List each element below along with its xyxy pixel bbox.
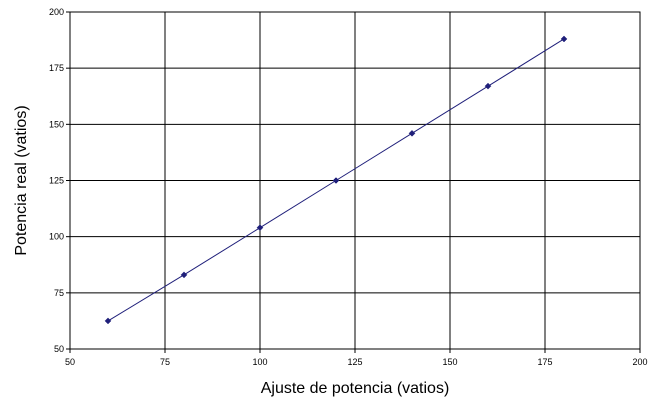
x-axis-ticks: 50 75 100 125 150 175 200 xyxy=(65,349,648,367)
data-point-160 xyxy=(484,82,492,90)
data-point-180 xyxy=(560,35,568,43)
y-tick-label-75: 75 xyxy=(54,288,64,298)
data-point-140 xyxy=(408,129,416,137)
x-axis-title: Ajuste de potencia (vatios) xyxy=(261,380,450,397)
y-tick-label-200: 200 xyxy=(49,7,64,17)
y-tick-label-125: 125 xyxy=(49,176,64,186)
y-tick-label-50: 50 xyxy=(54,344,64,354)
x-tick-label-150: 150 xyxy=(442,357,457,367)
x-tick-label-75: 75 xyxy=(160,357,170,367)
x-tick-label-175: 175 xyxy=(537,357,552,367)
x-tick-label-50: 50 xyxy=(65,357,75,367)
x-tick-label-200: 200 xyxy=(632,357,647,367)
x-tick-label-100: 100 xyxy=(252,357,267,367)
y-tick-label-150: 150 xyxy=(49,119,64,129)
data-point-60 xyxy=(104,317,112,325)
x-tick-label-125: 125 xyxy=(347,357,362,367)
data-point-120 xyxy=(332,177,340,184)
y-axis-title: Potencia real (vatios) xyxy=(13,105,30,255)
y-tick-label-100: 100 xyxy=(49,232,64,242)
data-point-80 xyxy=(180,271,188,279)
y-axis-ticks: 50 75 100 125 150 175 200 xyxy=(49,7,70,354)
data-point-100 xyxy=(256,224,264,232)
series xyxy=(104,35,568,325)
y-tick-label-175: 175 xyxy=(49,63,64,73)
grid xyxy=(69,11,641,350)
